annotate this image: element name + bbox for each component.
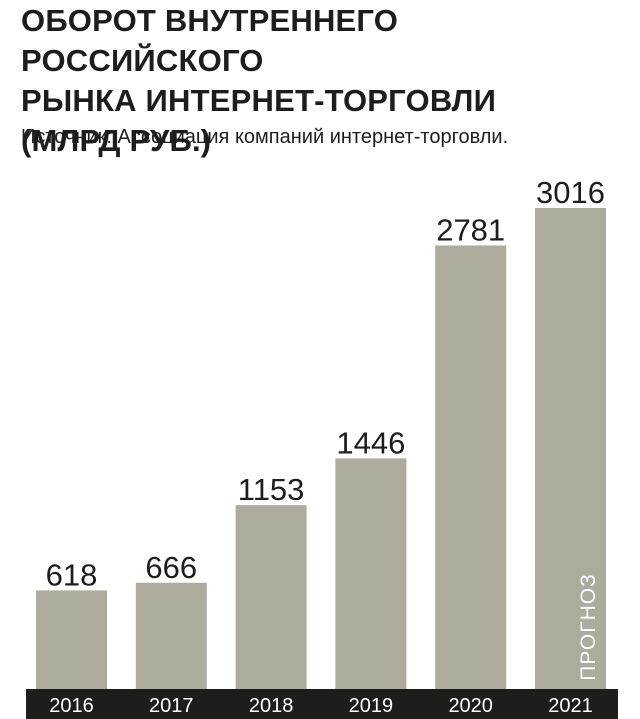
bar-2017 (135, 582, 207, 689)
x-tick-label-2021: 2021 (548, 695, 593, 717)
bar-2019 (335, 458, 407, 689)
value-label-2017: 666 (145, 550, 197, 585)
bar-2021 (535, 208, 606, 689)
chart-title-line-2: РЫНКА ИНТЕРНЕТ-ТОРГОВЛИ (21, 83, 497, 118)
x-tick-label-2016: 2016 (49, 695, 94, 717)
value-label-2020: 2781 (436, 212, 505, 247)
value-label-2019: 1446 (336, 425, 405, 460)
chart-title: ОБОРОТ ВНУТРЕННЕГО РОССИЙСКОГО РЫНКА ИНТ… (21, 1, 631, 161)
value-label-2018: 1153 (238, 472, 305, 507)
x-tick-label-2018: 2018 (249, 695, 294, 717)
value-label-2021: 3016 (536, 175, 605, 210)
bar-2016 (36, 590, 107, 689)
x-tick-label-2020: 2020 (448, 695, 493, 717)
x-tick-label-2019: 2019 (349, 695, 394, 717)
bar-2018 (235, 505, 307, 689)
x-axis-band (26, 689, 618, 719)
x-tick-label-2017: 2017 (149, 695, 194, 717)
bar-2020 (435, 245, 507, 689)
value-label-2016: 618 (46, 557, 98, 592)
forecast-label: ПРОГНОЗ (577, 573, 600, 681)
chart-title-line-1: ОБОРОТ ВНУТРЕННЕГО РОССИЙСКОГО (21, 3, 399, 78)
chart-title-line-3: (МЛРД РУБ.) (21, 123, 212, 158)
source-note: Источник: Ассоциация компаний интернет-т… (21, 126, 509, 148)
